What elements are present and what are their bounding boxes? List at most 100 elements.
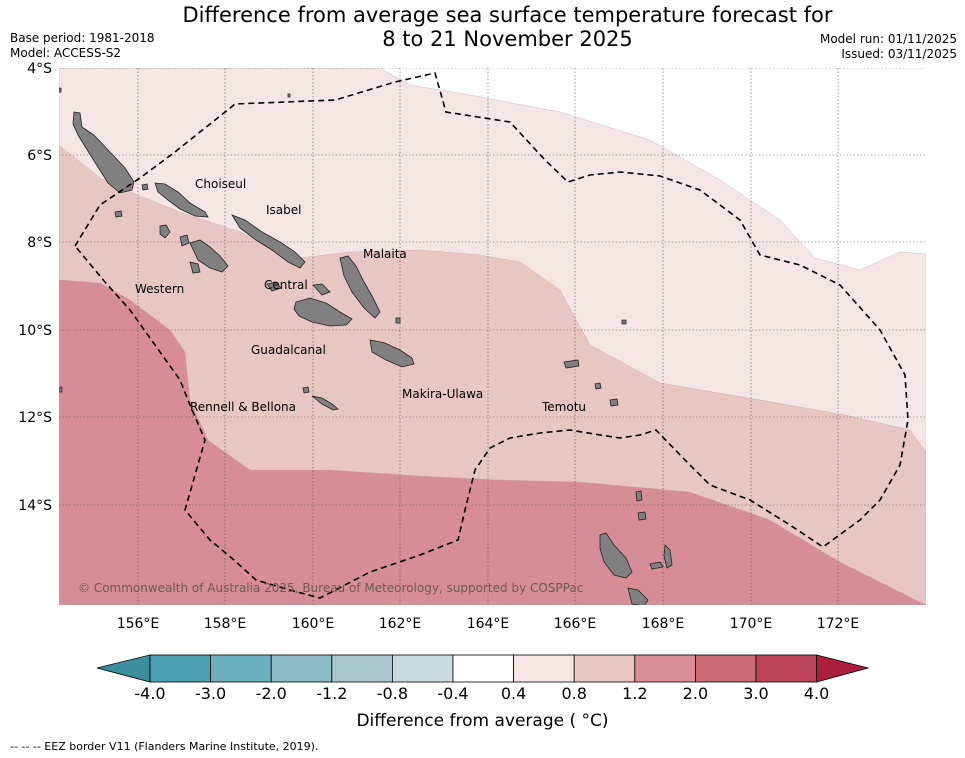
land-masses (59, 87, 673, 605)
title-line-2: 8 to 21 November 2025 (382, 27, 633, 51)
bougainville-island (72, 111, 135, 194)
label-choiseul: Choiseul (195, 177, 246, 191)
bellona-island (302, 386, 310, 394)
lon-label-160e: 160°E (292, 616, 335, 632)
map-plot-area: Choiseul Isabel Malaita Western Central … (59, 68, 926, 605)
lon-label-170e: 170°E (730, 616, 773, 632)
title-line-1: Difference from average sea surface temp… (182, 3, 833, 27)
guadalcanal-island (293, 297, 353, 327)
banks-islands (637, 511, 647, 521)
lat-label-14s: 14°S (18, 498, 52, 514)
north-edge-islet (59, 87, 62, 93)
colorbar-tick: -0.8 (377, 684, 408, 703)
lat-label-10s: 10°S (18, 323, 52, 339)
meta-right: Model run: 01/11/2025 Issued: 03/11/2025 (820, 32, 957, 62)
rendova-island (189, 261, 201, 274)
lon-label-156e: 156°E (117, 616, 160, 632)
isabel-island (231, 214, 306, 269)
colorbar-segment (331, 654, 393, 683)
colorbar-segments (149, 654, 817, 683)
label-malaita: Malaita (363, 247, 407, 261)
label-temotu: Temotu (541, 400, 586, 414)
colorbar-segment (513, 654, 575, 683)
utupua-island (594, 382, 602, 390)
label-makira-ulawa: Makira-Ulawa (402, 387, 483, 401)
chart-title: Difference from average sea surface temp… (150, 3, 865, 51)
lon-label-158e: 158°E (204, 616, 247, 632)
model-run: Model run: 01/11/2025 (819, 32, 957, 46)
latitude-axis: 4°S 6°S 8°S 10°S 12°S 14°S (18, 61, 52, 514)
lon-label-164e: 164°E (467, 616, 510, 632)
vanikoro-island (609, 398, 619, 407)
tikopia-island (621, 319, 627, 325)
colorbar-segment (149, 654, 211, 683)
colorbar-segment (391, 654, 454, 683)
sikaiana-atoll (395, 317, 401, 324)
maewo-island (663, 544, 673, 569)
lat-label-4s: 4°S (27, 61, 52, 77)
label-western: Western (135, 282, 184, 296)
espiritu-santo-island (599, 532, 633, 579)
colorbar-tick: -3.0 (195, 684, 226, 703)
lon-label-166e: 166°E (554, 616, 597, 632)
label-central: Central (264, 278, 308, 292)
label-isabel: Isabel (266, 203, 301, 217)
santa-cruz-island (563, 359, 580, 369)
colorbar-tick: -4.0 (134, 684, 165, 703)
lat-label-6s: 6°S (27, 148, 52, 164)
meta-left: Base period: 1981-2018 Model: ACCESS-S2 (10, 31, 155, 61)
west-edge-islet (59, 386, 63, 393)
lon-label-168e: 168°E (642, 616, 685, 632)
colorbar-tick: 4.0 (804, 684, 829, 703)
shortland-islands (141, 183, 149, 191)
colorbar-tick: -1.2 (316, 684, 347, 703)
colorbar-segment (573, 654, 636, 683)
eez-border (74, 72, 909, 599)
base-period: Base period: 1981-2018 (10, 31, 155, 45)
colorbar-segment (270, 654, 333, 683)
ontong-java-atoll (287, 93, 291, 98)
longitude-axis: 156°E 158°E 160°E 162°E 164°E 166°E 168°… (117, 616, 860, 632)
makira-island (369, 339, 415, 368)
colorbar-segment (755, 654, 817, 683)
ambae-island (649, 561, 664, 570)
lon-label-162e: 162°E (379, 616, 422, 632)
lon-label-172e: 172°E (817, 616, 860, 632)
label-rennell-bellona: Rennell & Bellona (190, 400, 296, 414)
russell-islands (266, 281, 282, 292)
colorbar-tick: 0.8 (561, 684, 586, 703)
choiseul-island (154, 182, 209, 218)
colorbar-tick: 2.0 (683, 684, 708, 703)
malekula-island (627, 587, 649, 605)
colorbar-tick: 1.2 (622, 684, 647, 703)
new-georgia-island (189, 239, 229, 273)
lat-label-8s: 8°S (27, 235, 52, 251)
colorbar: -4.0 -3.0 -2.0 -1.2 -0.8 -0.4 0.4 0.8 1.… (96, 654, 870, 703)
colorbar-segment (695, 654, 757, 683)
anomaly-band-1-2-2-0 (59, 279, 926, 605)
colorbar-ticks: -4.0 -3.0 -2.0 -1.2 -0.8 -0.4 0.4 0.8 1.… (134, 684, 829, 703)
copyright-notice: © Commonwealth of Australia 2025, Bureau… (78, 581, 583, 595)
colorbar-label: Difference from average ( °C) (356, 711, 609, 731)
colorbar-under-arrow (96, 654, 151, 683)
colorbar-tick: -0.4 (437, 684, 468, 703)
florida-islands (312, 283, 331, 296)
torres-islands (635, 490, 643, 502)
treasury-islands (114, 210, 123, 218)
colorbar-segment (452, 654, 514, 683)
rennell-island (311, 395, 339, 411)
colorbar-tick: 0.4 (501, 684, 526, 703)
vella-lavella-island (159, 224, 171, 239)
kolombangara-island (179, 234, 190, 247)
model-name: Model: ACCESS-S2 (10, 46, 122, 60)
region-labels: Choiseul Isabel Malaita Western Central … (135, 177, 586, 414)
label-guadalcanal: Guadalcanal (251, 343, 326, 357)
colorbar-tick: 3.0 (743, 684, 768, 703)
issued-date: Issued: 03/11/2025 (841, 47, 957, 61)
malaita-island (339, 255, 381, 319)
colorbar-over-arrow (816, 654, 870, 683)
lat-label-12s: 12°S (18, 410, 52, 426)
colorbar-segment (634, 654, 696, 683)
colorbar-tick: -2.0 (256, 684, 287, 703)
